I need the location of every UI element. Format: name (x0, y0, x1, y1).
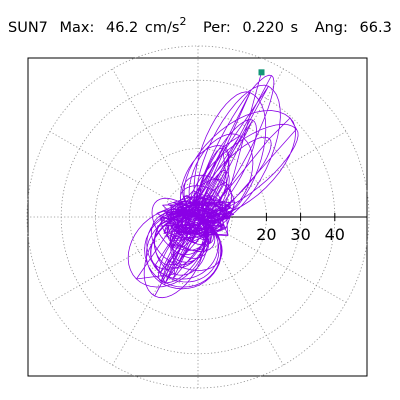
max-unit-exponent: 2 (179, 15, 187, 28)
period-label: Per: (203, 19, 231, 36)
max-value-marker (258, 69, 265, 76)
particle-motion-trace (127, 72, 299, 299)
polar-ring (26, 45, 370, 389)
plot-title: SUN7 Max: 46.2 cm/s2 Per: 0.220 s Ang: 6… (8, 15, 394, 38)
radial-tick-label: 40 (325, 225, 345, 244)
polar-spoke (112, 68, 195, 212)
period-value: 0.220 (242, 19, 284, 36)
polar-spoke (49, 220, 193, 303)
max-value: 46.2 (105, 19, 139, 36)
max-label: Max: (59, 19, 95, 36)
period-unit: s (290, 19, 299, 36)
polar-spoke (49, 131, 193, 214)
radial-ticks: 20 30 40 (256, 213, 345, 244)
polar-spoke (201, 222, 284, 366)
radial-tick-label: 30 (290, 225, 310, 244)
station-code: SUN7 (8, 19, 48, 36)
trace-path (127, 72, 299, 299)
max-unit: cm/s2 (144, 15, 187, 36)
angle-label: Ang: (314, 19, 348, 36)
radial-tick-label: 20 (256, 225, 276, 244)
angle-value: 66.3 (359, 19, 392, 36)
